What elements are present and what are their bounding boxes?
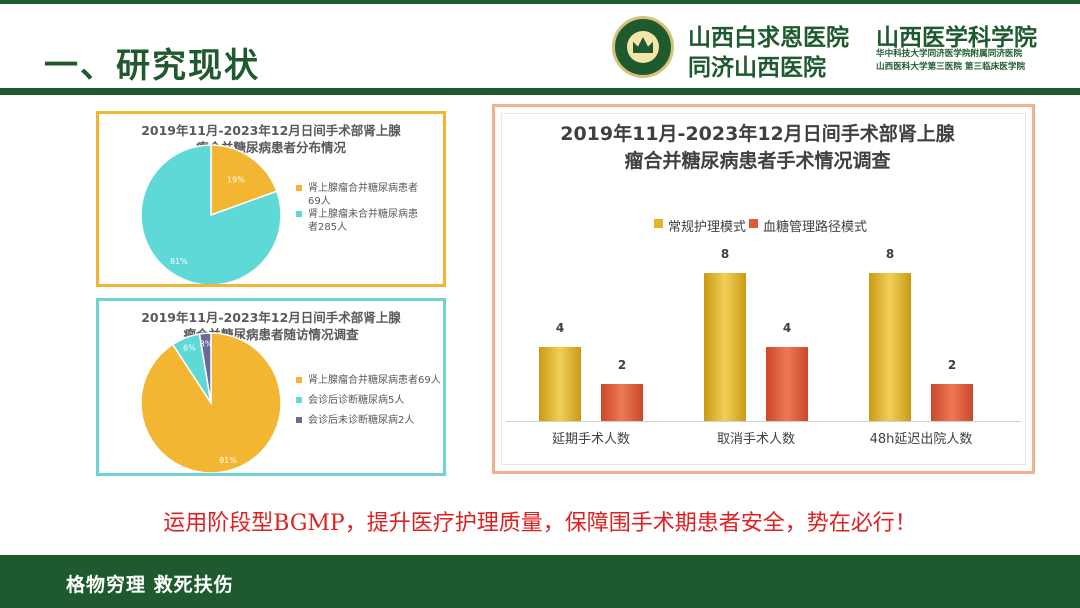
legend-swatch <box>654 219 663 228</box>
legend-label: 血糖管理路径模式 <box>763 220 868 235</box>
logo-name-4: 华中科技大学同济医学院附属同济医院 山西医科大学第三医院 第三临床医学院 <box>876 48 1025 74</box>
footer-bar <box>0 555 1080 608</box>
hospital-logo: 山西白求恩医院 山西医学科学院 同济山西医院 华中科技大学同济医学院附属同济医院… <box>608 14 1068 81</box>
tagline: 运用阶段型BGMP，提升医疗护理质量，保障围手术期患者安全，势在必行！ <box>163 511 917 536</box>
bar-x-axis <box>506 421 1021 422</box>
legend-label: 会诊后未诊断糖尿病2人 <box>308 415 415 426</box>
header-divider <box>0 88 1080 95</box>
legend-swatch <box>296 211 302 217</box>
bar-title-line1: 2019年11月-2023年12月日间手术部肾上腺 <box>560 123 955 145</box>
bar <box>931 384 973 421</box>
bar-chart-surgery: 2019年11月-2023年12月日间手术部肾上腺 瘤合并糖尿病患者手术情况调查 <box>492 104 1035 474</box>
pie-slice-label: 91% <box>219 456 237 465</box>
pie-slice-label: 81% <box>170 257 188 266</box>
bar-value-label: 2 <box>617 358 627 372</box>
bar <box>601 384 643 421</box>
bar-value-label: 4 <box>782 321 792 335</box>
bar-value-label: 8 <box>885 247 895 261</box>
pie2-plot: 91% 6% 3% <box>140 332 282 473</box>
pie-chart-followup: 2019年11月-2023年12月日间手术部肾上腺 瘤合并糖尿病患者随访情况调查… <box>96 298 446 476</box>
pie-slice-label: 6% <box>183 344 196 353</box>
bar-value-label: 2 <box>947 358 957 372</box>
bar-title-line2: 瘤合并糖尿病患者手术情况调查 <box>624 150 891 172</box>
logo-name-4-line1: 华中科技大学同济医学院附属同济医院 <box>876 49 1023 59</box>
legend-swatch <box>296 185 302 191</box>
logo-name-2: 山西医学科学院 <box>876 24 1037 51</box>
legend-swatch <box>749 219 758 228</box>
bar <box>539 347 581 421</box>
bar-category-label: 48h延迟出院人数 <box>869 432 973 447</box>
bar <box>869 273 911 421</box>
legend-label: 肾上腺瘤未合并糖尿病患者285人 <box>308 209 418 233</box>
bar-value-label: 4 <box>555 321 565 335</box>
legend-label: 肾上腺瘤合并糖尿病患者69人 <box>308 375 441 386</box>
pie-chart-distribution: 2019年11月-2023年12月日间手术部肾上腺 瘤合并糖尿病患者分布情况 1… <box>96 111 446 287</box>
bar <box>704 273 746 421</box>
logo-name-3: 同济山西医院 <box>688 54 826 81</box>
legend-swatch <box>296 397 302 403</box>
logo-name-1: 山西白求恩医院 <box>688 24 849 51</box>
pie2-title-line1: 2019年11月-2023年12月日间手术部肾上腺 <box>141 310 401 325</box>
bar-category-label: 取消手术人数 <box>716 432 795 447</box>
page-title: 一、研究现状 <box>44 46 260 86</box>
legend-swatch <box>296 417 302 423</box>
top-accent-bar <box>0 0 1080 4</box>
footer-motto: 格物穷理 救死扶伤 <box>66 574 234 596</box>
bar <box>766 347 808 421</box>
pie-slice-label: 19% <box>227 175 245 184</box>
bar-chart-title: 2019年11月-2023年12月日间手术部肾上腺 瘤合并糖尿病患者手术情况调查 <box>495 121 1020 175</box>
legend-label: 肾上腺瘤合并糖尿病患者69人 <box>308 183 418 207</box>
legend-label: 会诊后诊断糖尿病5人 <box>308 395 405 406</box>
legend-swatch <box>296 377 302 383</box>
logo-name-4-line2: 山西医科大学第三医院 第三临床医学院 <box>876 62 1026 72</box>
bar-value-label: 8 <box>720 247 730 261</box>
pie1-title: 2019年11月-2023年12月日间手术部肾上腺 瘤合并糖尿病患者分布情况 <box>99 122 443 156</box>
pie-slice <box>198 332 212 404</box>
pie-slice <box>210 144 278 217</box>
legend-label: 常规护理模式 <box>668 220 747 235</box>
pie1-plot: 19% 81% <box>140 144 282 284</box>
pie1-title-line1: 2019年11月-2023年12月日间手术部肾上腺 <box>141 123 401 138</box>
bar-category-label: 延期手术人数 <box>551 432 630 447</box>
pie-slice-label: 3% <box>200 340 213 349</box>
hospital-seal-icon <box>612 16 674 78</box>
pie-slice <box>140 144 282 284</box>
